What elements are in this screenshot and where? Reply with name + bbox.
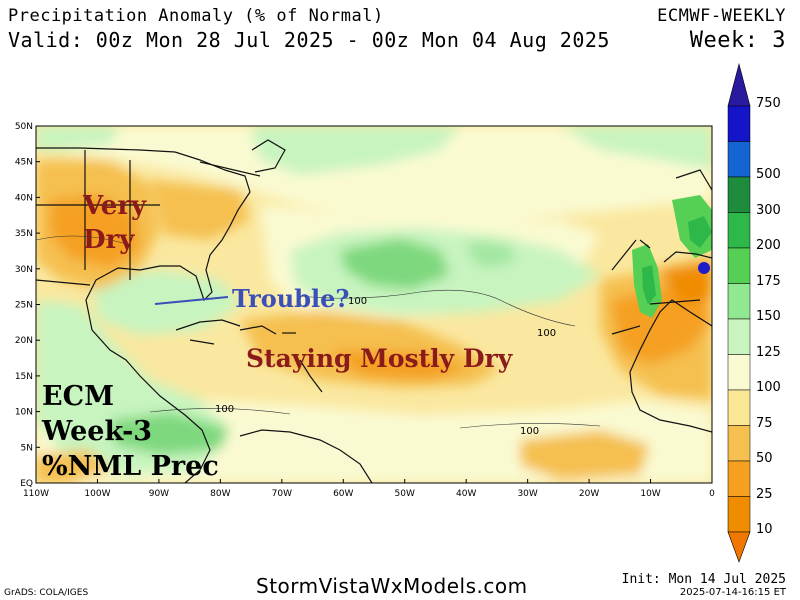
contours [36,235,601,429]
colorbar-level: 300 [756,202,781,218]
lon-label: 90W [149,489,169,499]
colorbar-segment [727,496,751,533]
lat-label: 35N [15,229,33,239]
colorbar-segment [727,425,751,462]
colorbar-top-arrow [727,62,751,107]
colorbar-segment [727,141,751,178]
contour-label: 100 [520,426,539,437]
grads-credit: GrADS: COLA/IGES [4,588,89,598]
contour-label: 100 [537,328,556,339]
colorbar-level: 750 [756,96,781,111]
lon-label: 70W [272,489,292,499]
colorbar-segment [727,283,751,320]
colorbar-level: 500 [756,167,781,182]
lon-label: 10W [640,489,660,499]
lat-label: 20N [15,336,33,346]
anomaly-field [36,126,712,483]
colorbar-level: 175 [756,273,781,289]
colorbar-segment [727,354,751,391]
lat-label: 10N [15,408,33,418]
lat-ticks: 50N 45N 40N 35N 30N 25N 20N 15N 10N 5N EQ [15,122,40,489]
colorbar-segment [727,318,751,355]
colorbar-segment [727,212,751,249]
lat-label: 50N [15,122,33,132]
colorbar-segment [727,105,751,142]
very-dry-label: Dry [83,225,135,255]
week-number: Week: 3 [689,28,786,53]
contour-label: 100 [215,404,234,415]
colorbar-segment [727,460,751,497]
model-name: ECMWF-WEEKLY [657,6,786,26]
lat-label: EQ [20,479,33,489]
colorbar-segment [727,247,751,284]
lon-label: 20W [579,489,599,499]
timestamp: 2025-07-14-16:15 ET [679,587,786,598]
ecm-label: Week-3 [42,416,153,447]
colorbar-segment [727,389,751,426]
colorbar-level: 125 [756,344,781,360]
colorbar [727,62,751,563]
lat-label: 40N [15,193,33,203]
lon-label: 110W [23,489,49,499]
colorbar-level: 50 [756,451,773,466]
lat-label: 5N [21,443,33,453]
valid-period: Valid: 00z Mon 28 Jul 2025 - 00z Mon 04 … [8,28,610,52]
lon-label: 0 [709,489,715,499]
lon-label: 80W [210,489,230,499]
lon-label: 100W [84,489,110,499]
lon-label: 60W [333,489,353,499]
init-time: Init: Mon 14 Jul 2025 [621,572,786,587]
site-name[interactable]: StormVistaWxModels.com [256,574,528,598]
trouble-label: Trouble? [232,284,350,313]
trouble-pointer [154,296,229,305]
lon-ticks: 110W 100W 90W 80W 70W 60W 50W 40W 30W 20W 10W 0 [23,479,715,499]
lon-label: 50W [395,489,415,499]
ecm-label: %NML Prec [42,451,219,482]
colorbar-level: 200 [756,238,781,253]
lat-label: 30N [15,265,33,275]
colorbar-level: 75 [756,415,773,431]
contour-label: 100 [348,296,367,307]
coastlines [36,139,712,483]
lon-label: 30W [517,489,537,499]
colorbar-level: 25 [756,486,773,502]
colorbar-level: 10 [756,522,773,537]
lat-label: 25N [15,301,33,311]
wet-spot-morocco [698,262,710,274]
mostly-dry-label: Staying Mostly Dry [246,344,513,373]
very-dry-label: Very [83,191,147,221]
lon-label: 40W [456,489,476,499]
colorbar-segment [727,176,751,213]
ecm-label: ECM [42,381,114,412]
colorbar-bottom-arrow [727,531,751,563]
colorbar-level: 150 [756,309,781,324]
colorbar-level: 100 [756,380,781,395]
lat-label: 15N [15,372,33,382]
lat-label: 45N [15,158,33,168]
map-title: Precipitation Anomaly (% of Normal) [8,6,384,26]
